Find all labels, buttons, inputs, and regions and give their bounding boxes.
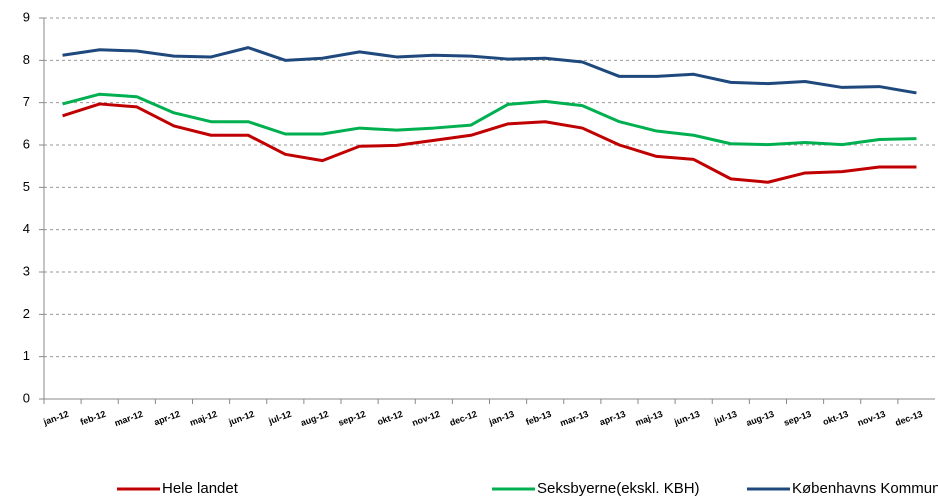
x-tick-label: mar-13 — [559, 409, 590, 428]
x-tick-label: mar-12 — [113, 409, 144, 428]
x-tick-label: jun-12 — [226, 409, 255, 428]
x-tick-label: sep-13 — [782, 409, 812, 428]
x-tick-label: maj-12 — [188, 409, 218, 428]
y-tick-label: 5 — [23, 179, 30, 194]
line-series — [62, 92, 917, 147]
x-tick-label: nov-13 — [856, 409, 887, 428]
x-tick-label: apr-13 — [598, 409, 627, 428]
x-tick-label: jan-13 — [487, 409, 516, 428]
x-tick-label: okt-12 — [376, 409, 404, 427]
x-tick-label: maj-13 — [634, 409, 664, 428]
x-tick-label: dec-13 — [894, 409, 924, 428]
x-tick-label: aug-12 — [299, 409, 330, 428]
y-tick-label: 2 — [23, 306, 30, 321]
x-tick-label: okt-13 — [821, 409, 849, 427]
x-tick-label: jan-12 — [41, 409, 70, 428]
x-tick-label: jul-13 — [712, 409, 738, 427]
y-tick-label: 9 — [23, 9, 30, 24]
legend-label: Københavns Kommune — [792, 480, 938, 497]
y-tick-label: 0 — [23, 390, 30, 405]
line-series — [62, 46, 917, 95]
legend-label: Hele landet — [162, 480, 239, 497]
y-tick-label: 1 — [23, 348, 30, 363]
x-tick-label: nov-12 — [411, 409, 442, 428]
y-tick-label: 7 — [23, 94, 30, 109]
x-tick-label: feb-12 — [79, 409, 107, 427]
x-tick-label: jul-12 — [266, 409, 292, 427]
x-tick-label: jun-13 — [672, 409, 701, 428]
legend-label: Seksbyerne(ekskl. KBH) — [537, 480, 700, 497]
x-tick-label: feb-13 — [524, 409, 552, 427]
x-tick-label: apr-12 — [153, 409, 182, 428]
line-series — [62, 102, 917, 184]
y-tick-label: 4 — [23, 221, 30, 236]
y-tick-label: 8 — [23, 52, 30, 67]
x-tick-label: dec-12 — [448, 409, 478, 428]
x-tick-label: aug-13 — [745, 409, 776, 428]
y-tick-label: 6 — [23, 136, 30, 151]
x-tick-label: sep-12 — [337, 409, 367, 428]
y-tick-label: 3 — [23, 263, 30, 278]
